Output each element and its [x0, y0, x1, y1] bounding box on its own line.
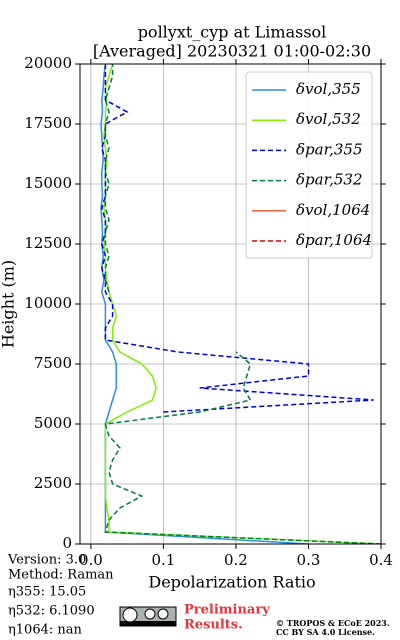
legend-label: δpar,355 [296, 140, 363, 158]
x-tick-label: 0.3 [297, 551, 321, 569]
legend-label: δvol,355 [296, 80, 361, 98]
annotation: η1064: nan [8, 623, 83, 638]
legend-label: δvol,1064 [296, 201, 370, 219]
legend-label: δpar,532 [296, 171, 363, 189]
x-tick-label: 0.0 [79, 551, 103, 569]
y-tick-label: 7500 [34, 354, 72, 372]
annotation: Version: 3.0 [7, 553, 86, 568]
copyright: © TROPOS & ECoE 2023. [276, 618, 390, 628]
y-axis-label: Height (m) [0, 260, 18, 348]
profile-line [103, 64, 381, 544]
annotation: η355: 15.05 [8, 585, 86, 600]
y-tick-label: 2500 [34, 474, 72, 492]
legend: δvol,355 δvol,532 δpar,355 δpar,532 δvol,106… [245, 71, 373, 259]
x-tick-label: 0.1 [151, 551, 175, 569]
chart-title: pollyxt_cyp at Limassol [138, 23, 327, 42]
copyright: CC BY SA 4.0 License. [276, 627, 375, 637]
chart-title: [Averaged] 20230321 01:00-02:30 [93, 42, 371, 61]
x-axis-label: Depolarization Ratio [148, 573, 315, 592]
plot-frame [79, 63, 382, 545]
x-tick-label: 0.4 [369, 551, 393, 569]
legend-label: δvol,532 [296, 110, 361, 128]
y-tick-label: 0 [62, 534, 72, 552]
profile-line [104, 64, 381, 544]
y-tick-label: 10000 [24, 294, 72, 312]
annotation: Method: Raman [8, 568, 114, 583]
y-tick-label: 17500 [24, 114, 72, 132]
y-tick-label: 5000 [34, 414, 72, 432]
legend-label: δpar,1064 [296, 231, 372, 249]
preliminary-note: Preliminary [184, 603, 270, 618]
y-tick-label: 15000 [24, 174, 72, 192]
cc-badge [119, 606, 177, 627]
preliminary-note: Results. [184, 618, 243, 633]
profile-line [101, 64, 374, 413]
y-tick-label: 20000 [24, 54, 72, 72]
annotation: η532: 6.1090 [8, 604, 95, 619]
y-tick-label: 12500 [24, 234, 72, 252]
plot-area [100, 64, 381, 544]
x-tick-label: 0.2 [224, 551, 248, 569]
